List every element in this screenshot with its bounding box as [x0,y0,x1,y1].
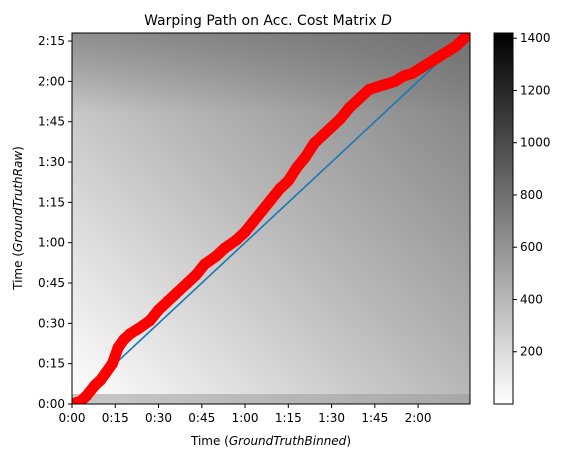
x-tick-label: 0:30 [145,411,172,425]
warping-path-point [256,204,268,216]
diagonal-line [72,33,470,404]
warping-path-point [80,390,92,402]
warping-path-point [239,226,251,238]
warping-path-point [153,304,165,316]
warping-path-point [282,175,294,187]
diagonal-layer [72,33,470,404]
warping-path-point [424,57,436,69]
y-tick-label: 0:15 [38,357,65,371]
warping-path-point [199,258,211,270]
warping-path-point [308,137,320,149]
warping-path-point [219,242,231,254]
y-tick-label: 0:30 [38,316,65,330]
y-axis-label: Time (GroundTruthRaw) [11,146,25,291]
warping-path-point [372,81,384,93]
warping-path-point [464,33,470,39]
plot-frame [71,32,471,405]
warping-path-point [181,277,193,289]
y-tick-label: 1:30 [38,155,65,169]
x-tick-label: 2:00 [405,411,432,425]
warping-path-point [265,194,277,206]
warping-path-point [132,323,144,335]
y-tick-label: 1:45 [38,115,65,129]
colorbar-tick-label: 1400 [520,31,551,45]
colorbar-tick-label: 1200 [520,83,551,97]
chart-title: Warping Path on Acc. Cost Matrix D [144,13,392,29]
colorbar-tick-label: 600 [520,240,543,254]
warping-path-point [389,75,401,87]
warping-path-point [432,51,444,63]
y-tick-label: 2:00 [38,74,65,88]
warping-path-point [101,366,113,378]
x-axis-ticks: 0:00 0:15 0:30 0:45 1:00 1:15 1:30 1:45 2:00 [59,404,432,425]
warping-path-point [415,62,427,74]
warping-path-point [190,269,202,281]
warping-path-point [95,374,107,386]
warping-path-point [112,342,124,354]
warping-path-point [343,102,355,114]
x-tick-label: 1:00 [232,411,259,425]
colorbar-tick-label: 400 [520,292,543,306]
warping-path-point [406,67,418,79]
x-axis-label: Time (GroundTruthBinned) [190,434,351,448]
x-tick-label: 0:00 [59,411,86,425]
y-tick-label: 1:15 [38,195,65,209]
x-tick-label: 0:45 [188,411,215,425]
warping-path-point [230,234,242,246]
warping-path-point [455,35,467,47]
warping-path-point [326,121,338,133]
warping-path-layer [72,33,470,404]
warping-path-point [354,92,366,104]
warping-path-point [248,215,260,227]
warping-path-point [334,113,346,125]
warping-path-point [291,161,303,173]
warping-path-point [274,183,286,195]
colorbar-tick-label: 800 [520,188,543,202]
warping-path-point [161,296,173,308]
y-axis-ticks: 0:00 0:15 0:30 0:45 1:00 1:15 1:30 1:45 2:00 2:15 [38,34,72,411]
warping-path-point [210,250,222,262]
y-tick-label: 1:00 [38,236,65,250]
warping-path-point [441,46,453,58]
warping-path-point [300,151,312,163]
colorbar-tick-label: 200 [520,345,543,359]
x-tick-label: 1:15 [275,411,302,425]
warping-path-point [106,358,118,370]
colorbar-ticks: 200 400 600 800 1000 1200 1400 [513,31,551,359]
colorbar [493,32,514,405]
warping-path-point [380,78,392,90]
warping-path-point [144,315,156,327]
y-tick-label: 0:45 [38,276,65,290]
y-tick-label: 2:15 [38,34,65,48]
warping-path-point [363,83,375,95]
warping-path-point [317,129,329,141]
warping-path-point [398,70,410,82]
x-tick-label: 1:45 [361,411,388,425]
warping-path-point [124,328,136,340]
cost-matrix-bottom-band [72,394,470,404]
y-tick-label: 0:00 [38,397,65,411]
x-tick-label: 1:30 [318,411,345,425]
colorbar-tick-label: 1000 [520,136,551,150]
warping-path-point [170,288,182,300]
x-tick-label: 0:15 [102,411,129,425]
